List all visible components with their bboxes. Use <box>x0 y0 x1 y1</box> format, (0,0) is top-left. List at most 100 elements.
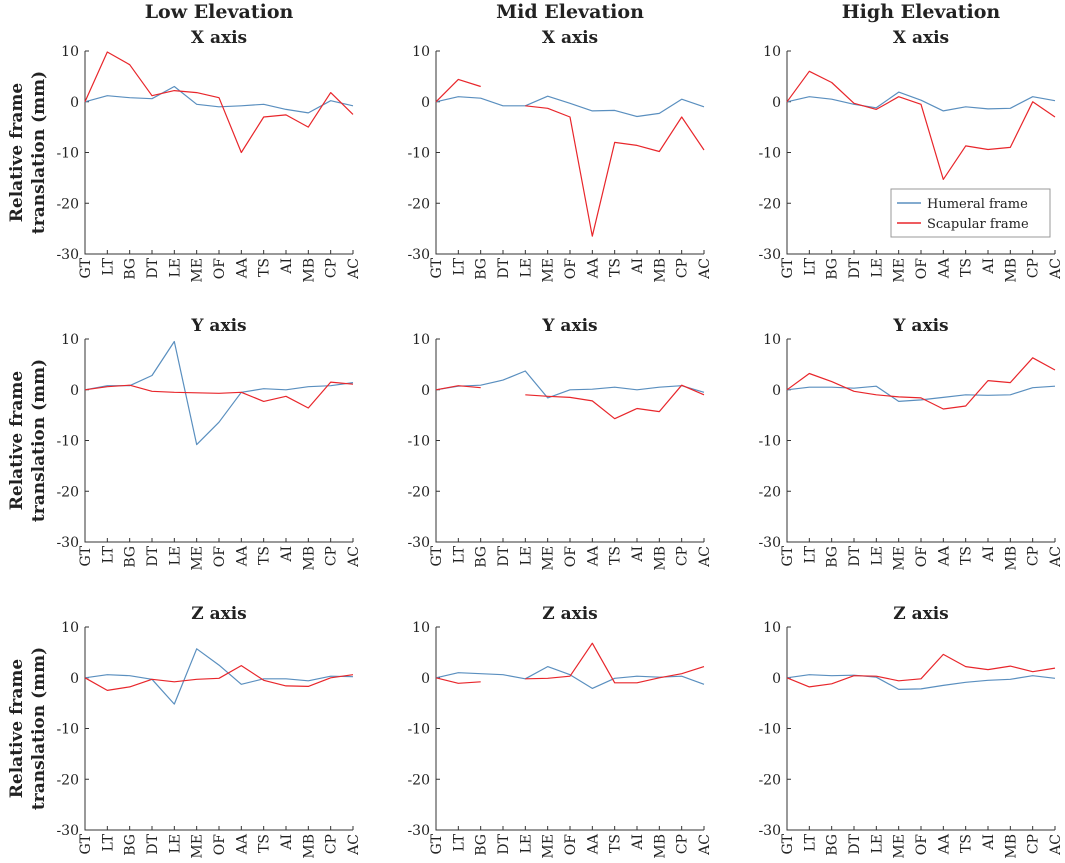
y-tick-label: -20 <box>407 772 430 788</box>
axes-r0c0 <box>84 51 353 255</box>
x-tick-label: MB <box>301 834 317 859</box>
humeral-frame-line-r0c2 <box>786 91 1056 112</box>
axes-r2c0 <box>84 627 353 831</box>
x-tick-label: TS <box>257 546 273 565</box>
scapular-frame-line-r0c0 <box>84 51 354 154</box>
x-tick-label: MB <box>301 546 317 571</box>
panel-title-r2c0: Z axis <box>191 604 247 624</box>
x-tick-label: CP <box>1026 546 1042 566</box>
x-tick-label: LT <box>802 545 818 563</box>
x-tick-label: CP <box>324 546 340 566</box>
panel-title-r0c1: X axis <box>542 28 598 48</box>
y-tick-label: 10 <box>412 620 430 636</box>
y-axis-label-row-2: Relative frame translation (mm) <box>7 647 49 810</box>
y-tick-label: 10 <box>61 332 79 348</box>
x-tick-label: DT <box>145 833 161 854</box>
x-tick-label: MB <box>1003 834 1019 859</box>
x-tick-label: CP <box>1026 258 1042 278</box>
x-tick-label: AI <box>981 258 997 275</box>
scapular-frame-line-r1c2 <box>786 357 1056 410</box>
y-tick-label: 0 <box>70 383 79 399</box>
y-tick-label: -10 <box>56 146 79 162</box>
x-tick-label: GT <box>780 257 796 278</box>
axes-r1c2 <box>786 339 1055 543</box>
x-tick-label: AC <box>1048 546 1064 568</box>
y-tick-label: -20 <box>407 196 430 212</box>
y-tick-label: -30 <box>56 247 79 263</box>
y-tick-label: -30 <box>56 535 79 551</box>
x-tick-label: OF <box>563 834 579 855</box>
x-tick-label: BG <box>474 546 490 568</box>
y-tick-label: -10 <box>407 722 430 738</box>
panel-title-r0c0: X axis <box>191 28 247 48</box>
scapular-frame-line-r1c0 <box>84 381 354 409</box>
x-tick-label: LT <box>451 545 467 563</box>
x-tick-label: LE <box>167 546 183 566</box>
x-tick-label: LT <box>100 833 116 851</box>
x-tick-label: LE <box>167 258 183 278</box>
humeral-frame-line-r0c0 <box>84 85 354 114</box>
y-tick-label: 0 <box>70 671 79 687</box>
y-tick-label: -30 <box>758 535 781 551</box>
x-tick-label: DT <box>847 545 863 566</box>
x-tick-label: LE <box>167 834 183 854</box>
x-tick-label: ME <box>190 546 206 571</box>
x-tick-label: TS <box>608 258 624 277</box>
y-tick-label: 10 <box>763 44 781 60</box>
y-label-line-1: Relative frame <box>7 371 27 511</box>
x-tick-label: DT <box>496 257 512 278</box>
y-tick-label: -30 <box>407 823 430 839</box>
x-tick-label: AI <box>279 834 295 851</box>
panel-title-r1c1: Y axis <box>541 316 597 336</box>
x-tick-label: CP <box>1026 834 1042 854</box>
x-tick-label: TS <box>608 834 624 853</box>
y-tick-label: -20 <box>758 772 781 788</box>
x-tick-label: CP <box>675 834 691 854</box>
y-tick-label: 0 <box>772 383 781 399</box>
y-tick-label: 0 <box>70 95 79 111</box>
panel-title-r0c2: X axis <box>893 28 949 48</box>
y-axis-label-row-0: Relative frame translation (mm) <box>7 71 49 234</box>
x-tick-label: LE <box>518 546 534 566</box>
humeral-frame-line-r2c2 <box>786 674 1056 690</box>
scapular-frame-line-r2c0 <box>84 665 354 691</box>
y-label-line-2: translation (mm) <box>29 647 49 810</box>
y-tick-label: -10 <box>407 434 430 450</box>
x-tick-label: TS <box>959 546 975 565</box>
x-tick-label: LE <box>869 834 885 854</box>
y-tick-label: -20 <box>56 196 79 212</box>
axes-r0c1 <box>435 51 704 255</box>
x-tick-label: BG <box>474 834 490 856</box>
y-tick-label: -10 <box>758 722 781 738</box>
x-tick-label: AA <box>234 833 250 855</box>
x-tick-label: CP <box>675 546 691 566</box>
x-tick-label: BG <box>474 258 490 280</box>
x-tick-label: ME <box>190 834 206 859</box>
y-tick-label: 10 <box>412 44 430 60</box>
x-tick-label: ME <box>541 834 557 859</box>
scapular-frame-line-r2c2 <box>786 653 1056 688</box>
x-tick-label: MB <box>652 834 668 859</box>
x-tick-label: OF <box>563 258 579 279</box>
x-tick-label: BG <box>123 546 139 568</box>
x-tick-label: TS <box>257 258 273 277</box>
scapular-frame-line-r2c1 <box>435 642 705 684</box>
y-tick-label: -10 <box>758 434 781 450</box>
x-tick-label: BG <box>123 258 139 280</box>
x-tick-label: ME <box>892 258 908 283</box>
x-tick-label: LT <box>451 257 467 275</box>
x-tick-label: AA <box>234 257 250 279</box>
y-tick-label: -20 <box>56 772 79 788</box>
axes-r2c2 <box>786 627 1055 831</box>
x-tick-label: OF <box>914 834 930 855</box>
x-tick-label: OF <box>212 258 228 279</box>
x-tick-label: DT <box>145 545 161 566</box>
x-tick-label: DT <box>496 545 512 566</box>
x-tick-label: ME <box>892 834 908 859</box>
x-tick-label: AC <box>346 258 362 280</box>
x-tick-label: AC <box>346 546 362 568</box>
y-tick-label: -10 <box>56 722 79 738</box>
x-tick-label: TS <box>959 258 975 277</box>
y-tick-label: 0 <box>421 95 430 111</box>
